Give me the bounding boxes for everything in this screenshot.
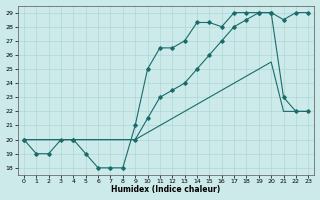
X-axis label: Humidex (Indice chaleur): Humidex (Indice chaleur) — [111, 185, 221, 194]
